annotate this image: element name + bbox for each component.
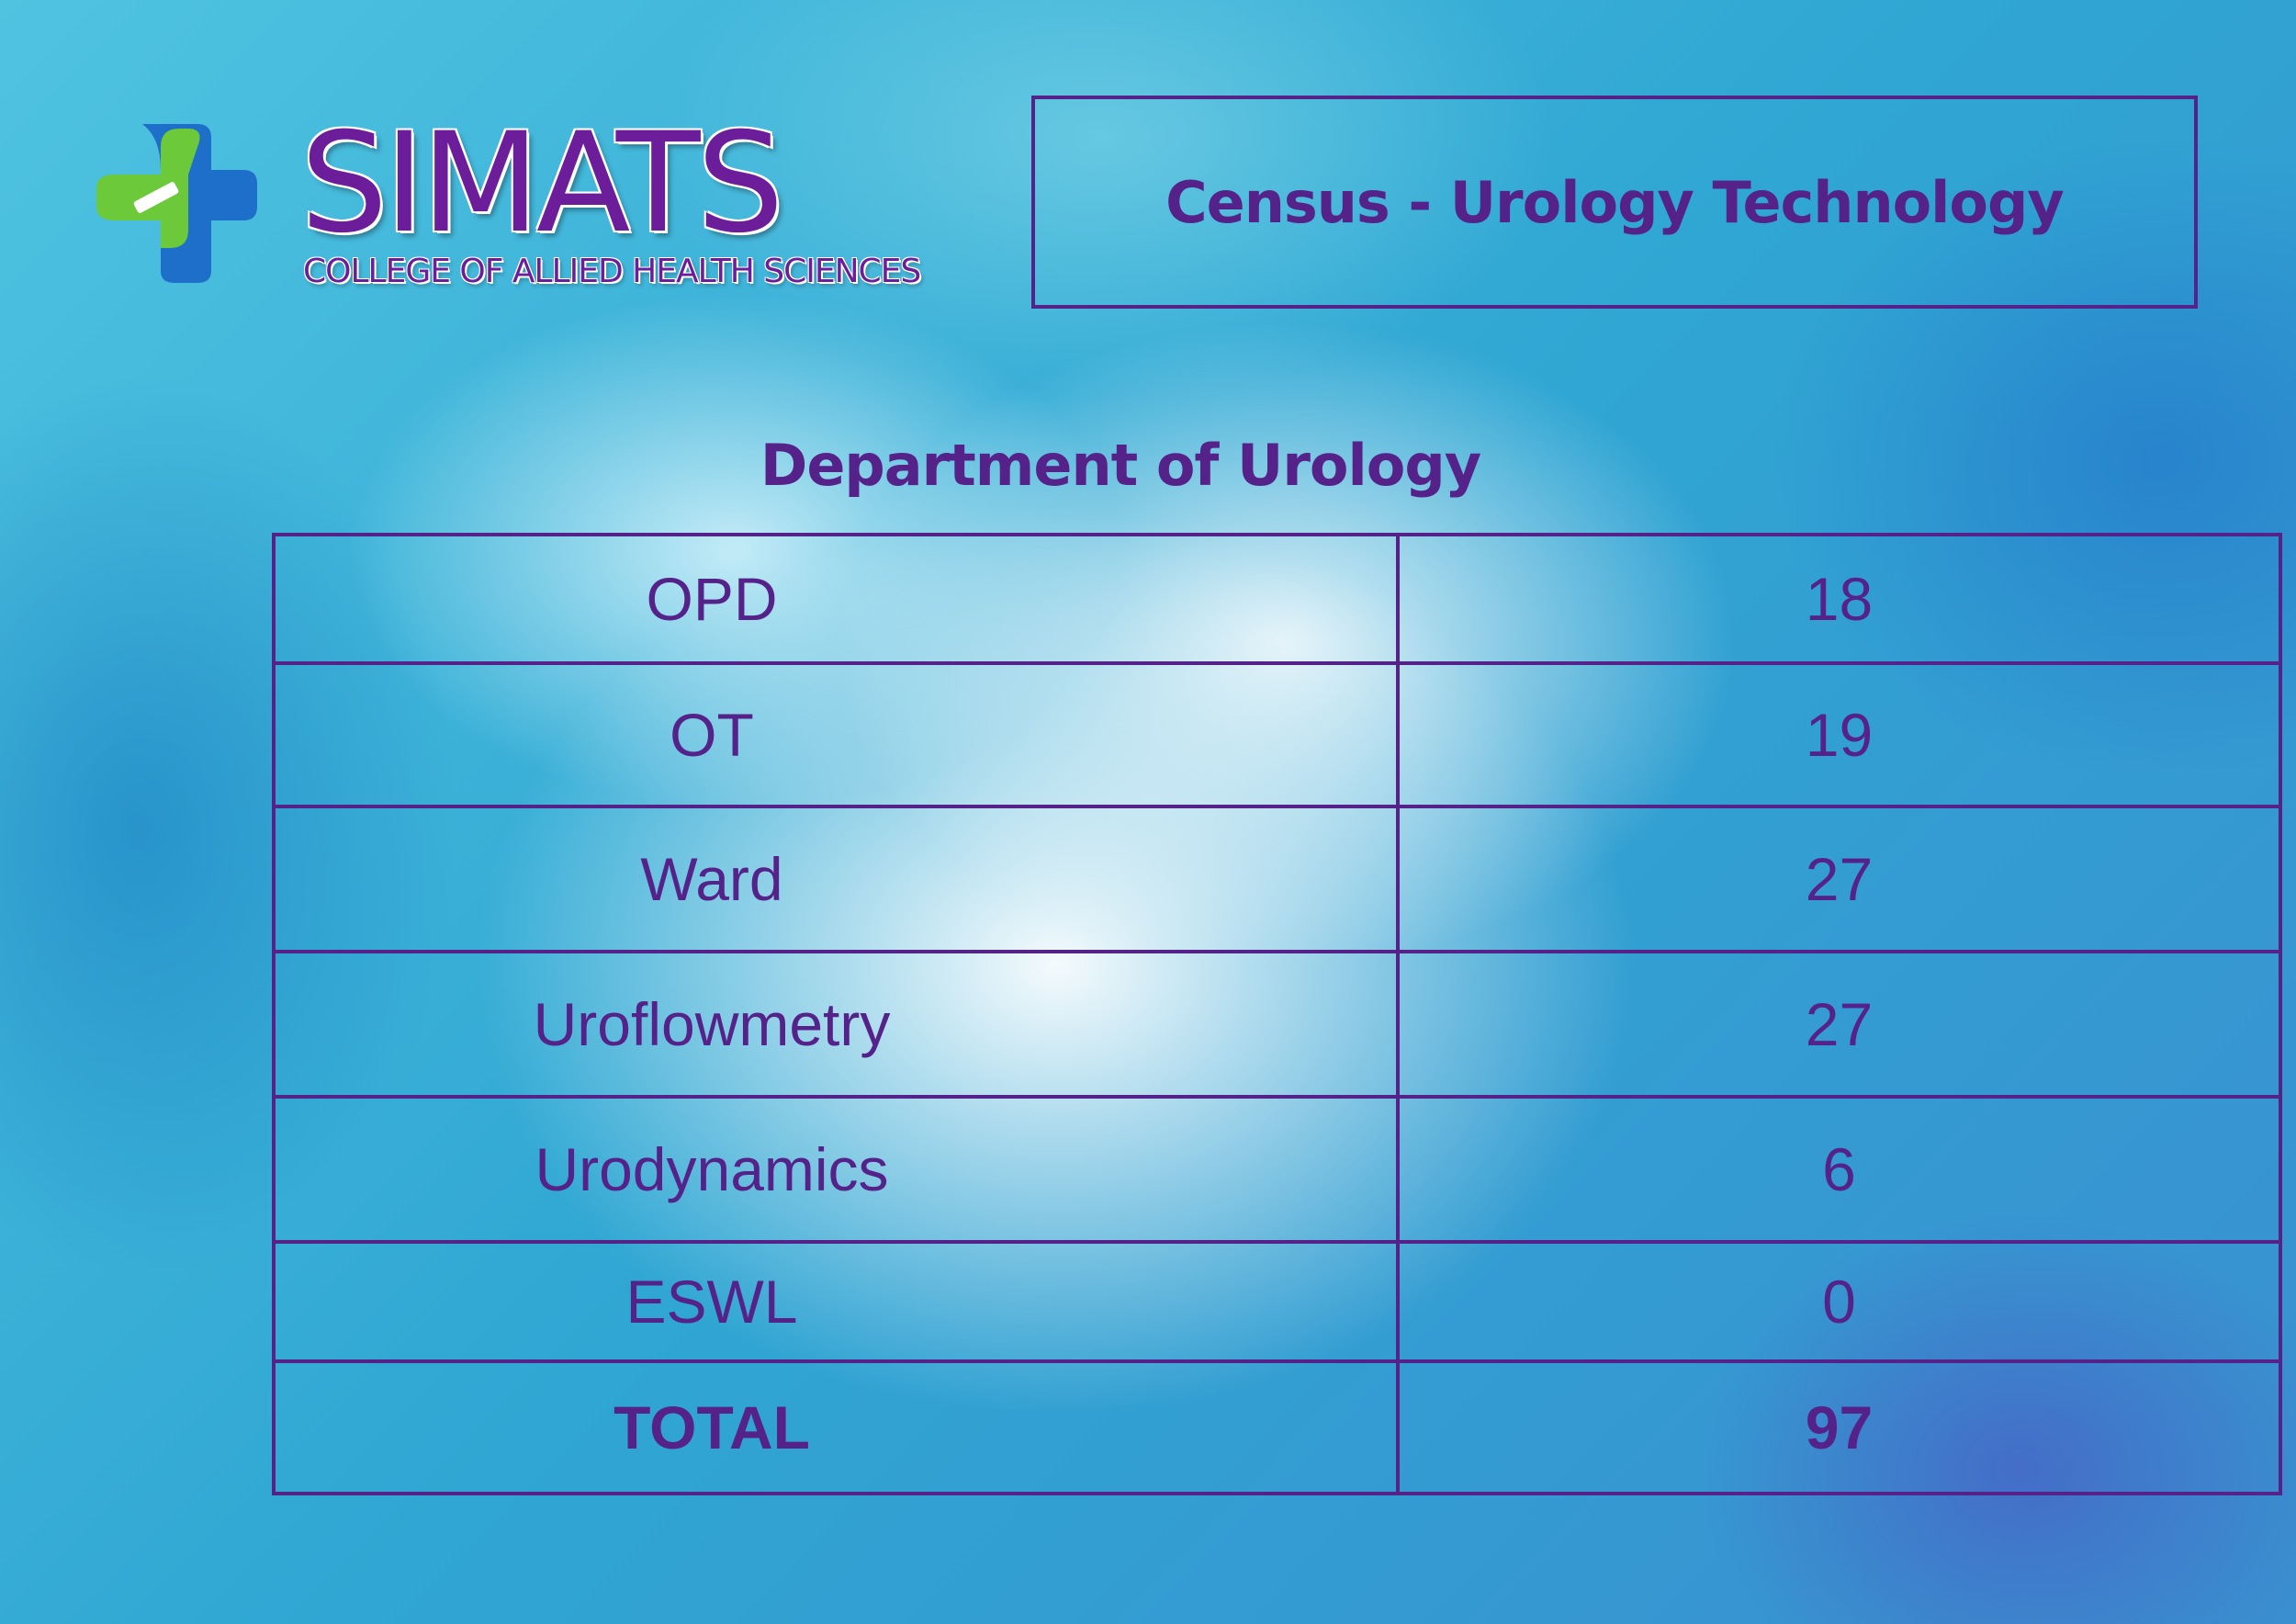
department-title: Department of Urology: [760, 432, 1481, 499]
simats-logo: SIMATS COLLEGE OF ALLIED HEALTH SCIENCES: [96, 115, 978, 299]
table-row: Ward 27: [272, 805, 2282, 953]
row-value: 19: [1396, 661, 2282, 808]
logo-wordmark: SIMATS: [300, 104, 784, 264]
header-title-box: Census - Urology Technology: [1031, 96, 2198, 309]
page-title: Census - Urology Technology: [1165, 168, 2065, 236]
row-value: 27: [1396, 950, 2282, 1099]
row-label: OT: [272, 661, 1400, 808]
row-label: ESWL: [272, 1240, 1400, 1363]
row-value: 18: [1396, 533, 2282, 665]
total-value: 97: [1396, 1359, 2282, 1495]
table-row: ESWL 0: [272, 1240, 2282, 1363]
census-table: OPD 18 OT 19 Ward 27 Uroflowmetry 27 Uro…: [272, 533, 2282, 1495]
logo-subtitle: COLLEGE OF ALLIED HEALTH SCIENCES: [303, 253, 921, 290]
table-row: Uroflowmetry 27: [272, 950, 2282, 1099]
cross-logo-icon: [96, 124, 257, 283]
row-value: 27: [1396, 805, 2282, 953]
table-row: OT 19: [272, 661, 2282, 808]
total-label: TOTAL: [272, 1359, 1400, 1495]
row-label: Urodynamics: [272, 1095, 1400, 1244]
row-label: Ward: [272, 805, 1400, 953]
table-row: OPD 18: [272, 533, 2282, 665]
row-value: 6: [1396, 1095, 2282, 1244]
table-row: Urodynamics 6: [272, 1095, 2282, 1244]
row-value: 0: [1396, 1240, 2282, 1363]
row-label: Uroflowmetry: [272, 950, 1400, 1099]
table-total-row: TOTAL 97: [272, 1359, 2282, 1495]
row-label: OPD: [272, 533, 1400, 665]
